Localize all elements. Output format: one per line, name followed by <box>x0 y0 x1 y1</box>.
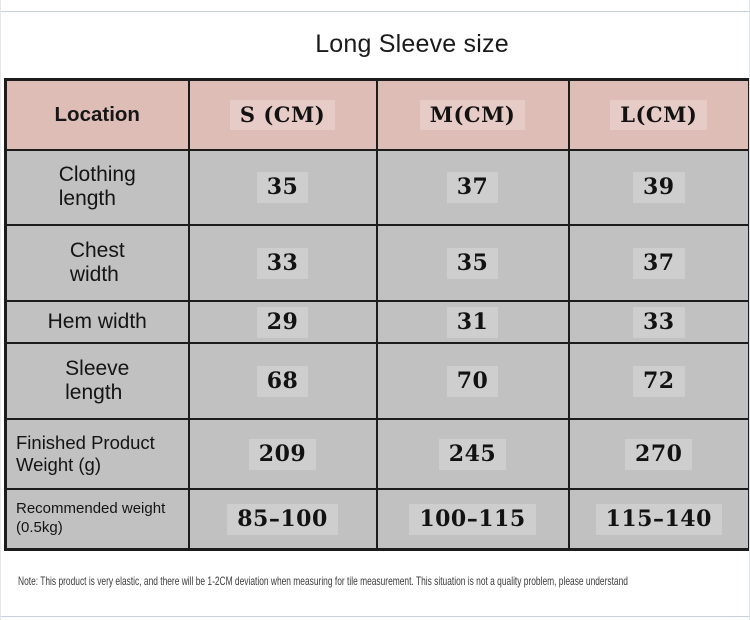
cell-value: 68 <box>256 366 309 398</box>
value-cell: 68 <box>187 342 378 421</box>
cell-value: 115–140 <box>595 504 722 536</box>
size-header-cell-s: S (CM) <box>187 78 378 151</box>
table-row: Clothing length 35 37 39 <box>4 148 749 227</box>
row-label-cell: Sleeve length <box>4 342 190 421</box>
value-cell: 270 <box>567 418 749 491</box>
value-cell: 115–140 <box>567 488 749 551</box>
value-cell: 37 <box>567 224 749 303</box>
cell-value: 31 <box>446 307 499 339</box>
cell-value: 85–100 <box>227 504 338 536</box>
header-row: Location S (CM) M(CM) L(CM) <box>4 78 749 151</box>
row-label-cell: Hem width <box>4 300 190 345</box>
value-cell: 33 <box>567 300 749 345</box>
bottom-divider <box>1 616 749 617</box>
value-cell: 39 <box>567 148 749 227</box>
value-cell: 29 <box>187 300 378 345</box>
row-label: Sleeve length <box>65 357 130 405</box>
table-row: Recommended weight (0.5kg) 85–100 100–115 1… <box>4 488 749 551</box>
cell-value: 209 <box>248 439 317 471</box>
cell-value: 35 <box>256 172 309 204</box>
page-title: Long Sleeve size <box>315 30 509 58</box>
cell-value: 35 <box>446 248 499 280</box>
value-cell: 33 <box>187 224 378 303</box>
size-header-cell-l: L(CM) <box>567 78 749 151</box>
size-header-m: M(CM) <box>419 100 526 131</box>
value-cell: 35 <box>187 148 378 227</box>
cell-value: 33 <box>632 307 685 339</box>
value-cell: 85–100 <box>187 488 378 551</box>
value-cell: 245 <box>375 418 570 491</box>
cell-value: 29 <box>256 307 309 339</box>
table-row: Sleeve length 68 70 72 <box>4 342 749 421</box>
cell-value: 70 <box>446 366 499 398</box>
cell-value: 270 <box>625 439 693 471</box>
size-header-l: L(CM) <box>610 100 708 131</box>
table-row: Hem width 29 31 33 <box>4 300 749 345</box>
row-label-cell: Finished Product Weight (g) <box>4 418 190 491</box>
location-header-cell: Location <box>4 78 190 151</box>
row-label: Recommended weight (0.5kg) <box>16 500 166 537</box>
cell-value: 37 <box>632 248 685 280</box>
value-cell: 35 <box>375 224 570 303</box>
size-header-cell-m: M(CM) <box>375 78 570 151</box>
value-cell: 100–115 <box>375 488 570 551</box>
cell-value: 245 <box>438 439 507 471</box>
table-body: Clothing length 35 37 39 Chest width 33 35 37 He… <box>4 148 749 551</box>
cell-value: 37 <box>446 172 499 204</box>
table-row: Finished Product Weight (g) 209 245 270 <box>4 418 749 491</box>
row-label-cell: Chest width <box>4 224 190 303</box>
note-text: Note: This product is very elastic, and … <box>18 574 628 588</box>
cell-value: 100–115 <box>409 504 536 536</box>
cell-value: 33 <box>256 248 309 280</box>
row-label: Chest width <box>69 239 125 287</box>
row-label-cell: Recommended weight (0.5kg) <box>4 488 190 551</box>
value-cell: 209 <box>187 418 378 491</box>
row-label: Clothing length <box>58 163 136 211</box>
value-cell: 72 <box>567 342 749 421</box>
size-table: Location S (CM) M(CM) L(CM) Clothing len… <box>4 78 749 551</box>
row-label: Hem width <box>47 310 147 334</box>
value-cell: 31 <box>375 300 570 345</box>
location-header-label: Location <box>54 102 140 126</box>
cell-value: 72 <box>632 366 685 398</box>
value-cell: 37 <box>375 148 570 227</box>
table-row: Chest width 33 35 37 <box>4 224 749 303</box>
size-header-s: S (CM) <box>229 100 336 131</box>
row-label: Finished Product Weight (g) <box>16 431 155 476</box>
value-cell: 70 <box>375 342 570 421</box>
top-divider <box>1 11 749 12</box>
note-area: Note: This product is very elastic, and … <box>1 551 749 616</box>
cell-value: 39 <box>632 172 685 204</box>
row-label-cell: Clothing length <box>4 148 190 227</box>
